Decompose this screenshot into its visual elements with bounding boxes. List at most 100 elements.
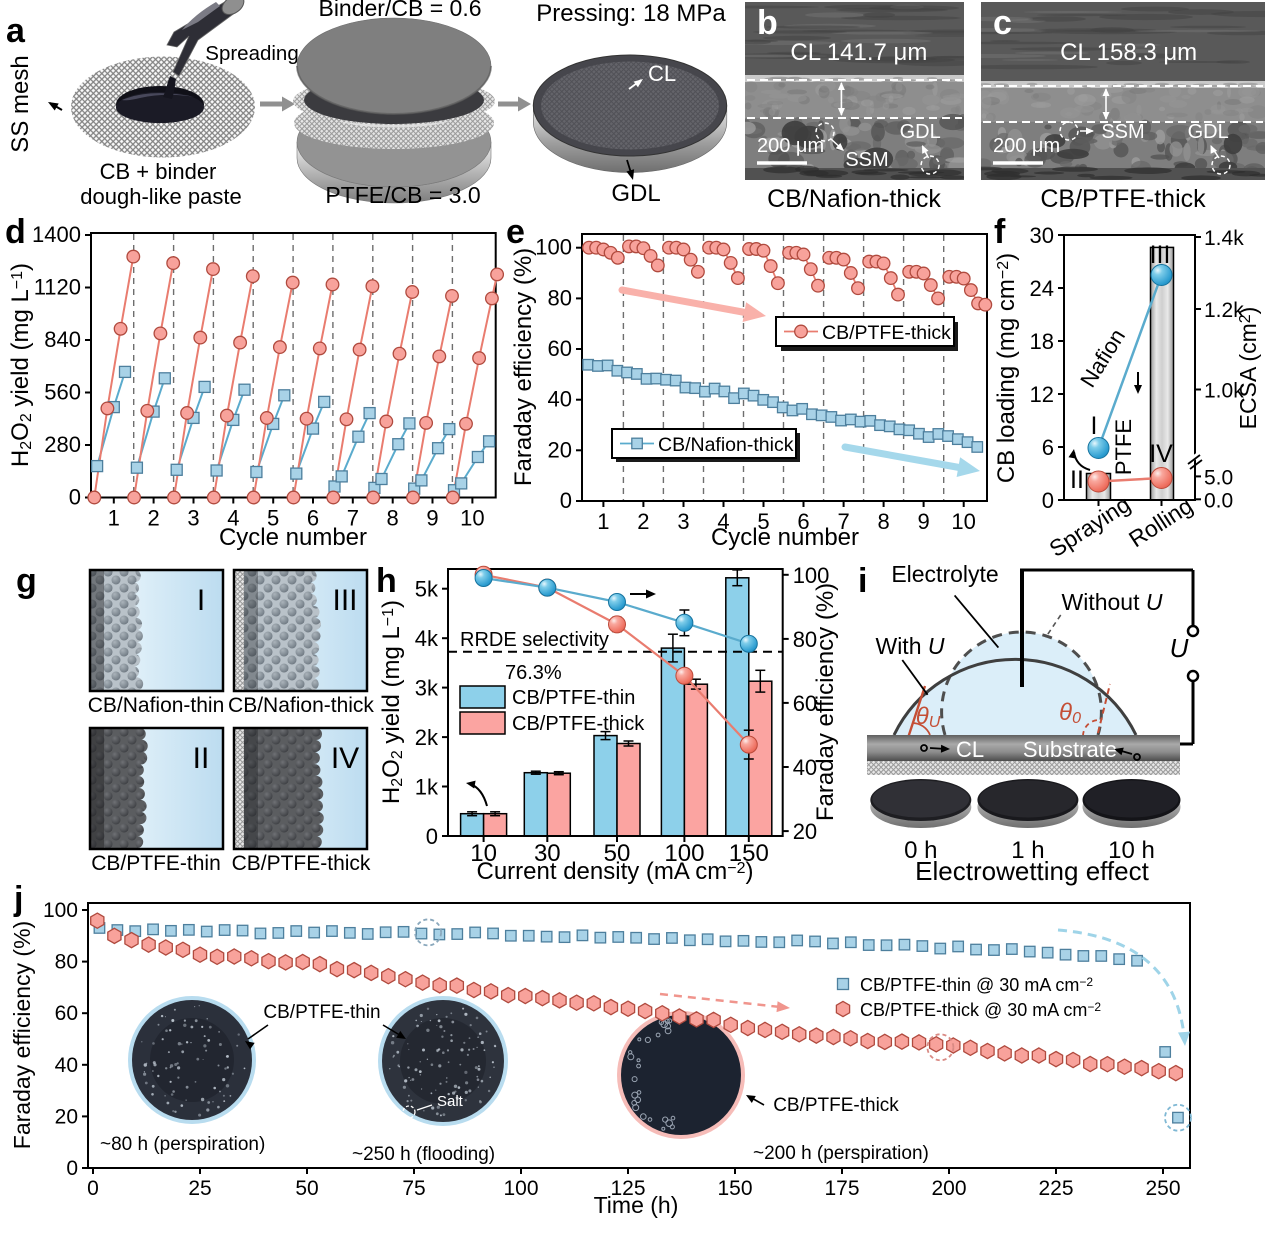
svg-text:CB/PTFE-thick: CB/PTFE-thick [232,852,371,875]
svg-text:Substrate: Substrate [1023,737,1117,762]
svg-text:CL: CL [956,737,984,762]
svg-text:dough-like paste: dough-like paste [80,184,241,209]
svg-text:a: a [6,12,26,50]
svg-text:Pressing: 18 MPa: Pressing: 18 MPa [536,0,726,27]
svg-text:280: 280 [44,432,81,457]
svg-text:SSM: SSM [1101,121,1144,143]
svg-text:CB/Nafion-thin: CB/Nafion-thin [88,694,225,717]
svg-text:CL: CL [648,61,676,86]
svg-text:CB/PTFE-thin: CB/PTFE-thin [91,852,221,875]
svg-text:H2O2 yield (mg L−1): H2O2 yield (mg L−1) [7,263,35,467]
svg-text:c: c [993,4,1012,42]
svg-text:j: j [13,880,23,918]
svg-text:12: 12 [1030,382,1054,407]
svg-text:1120: 1120 [34,275,81,300]
svg-text:24: 24 [1030,276,1054,301]
svg-text:i: i [858,562,867,600]
svg-text:PTFE: PTFE [1111,419,1136,475]
svg-text:200 μm: 200 μm [757,135,824,157]
svg-text:CB + binder: CB + binder [100,159,217,184]
svg-text:H2O2 yield (mg L−1): H2O2 yield (mg L−1) [378,600,406,804]
svg-text:76.3%: 76.3% [505,662,562,684]
svg-text:8: 8 [387,506,399,531]
svg-text:0: 0 [1042,488,1054,513]
svg-text:III: III [1150,241,1171,269]
svg-text:6: 6 [1042,435,1054,460]
svg-text:U: U [1170,633,1189,663]
svg-text:225: 225 [1038,1177,1073,1200]
svg-text:200: 200 [931,1177,966,1200]
svg-text:100: 100 [503,1177,538,1200]
svg-text:560: 560 [44,380,81,405]
svg-text:9: 9 [918,509,930,534]
svg-text:SS mesh: SS mesh [7,55,34,152]
svg-text:CB/PTFE-thin @ 30 mA cm−2: CB/PTFE-thin @ 30 mA cm−2 [860,975,1093,995]
svg-text:Spreading: Spreading [205,42,298,65]
svg-text:840: 840 [44,327,81,352]
svg-text:CB/Nafion-thick: CB/Nafion-thick [228,694,374,717]
svg-text:GDL: GDL [1188,121,1229,143]
svg-text:2: 2 [148,506,160,531]
svg-text:CB/PTFE-thick: CB/PTFE-thick [1040,185,1206,213]
svg-text:PTFE/CB = 3.0: PTFE/CB = 3.0 [325,182,480,208]
svg-text:8: 8 [877,509,889,534]
svg-text:SSM: SSM [845,149,888,171]
svg-text:4k: 4k [415,626,439,651]
svg-text:Time (h): Time (h) [594,1192,679,1218]
svg-text:Without U: Without U [1062,589,1163,615]
svg-text:1: 1 [108,506,120,531]
svg-text:~80 h (perspiration): ~80 h (perspiration) [100,1134,265,1155]
svg-text:Faraday efficiency (%): Faraday efficiency (%) [510,248,537,486]
svg-text:250: 250 [1145,1177,1180,1200]
svg-text:1.4k: 1.4k [1204,227,1244,250]
svg-text:20: 20 [548,437,572,462]
svg-text:Cycle number: Cycle number [711,524,859,551]
svg-text:f: f [994,213,1006,251]
svg-text:CB/PTFE-thin: CB/PTFE-thin [263,1002,380,1023]
svg-text:10: 10 [951,509,975,534]
svg-text:Binder/CB = 0.6: Binder/CB = 0.6 [318,0,481,21]
svg-text:CB/Nafion-thick: CB/Nafion-thick [658,434,794,456]
svg-text:2: 2 [637,509,649,534]
svg-text:40: 40 [548,387,572,412]
svg-text:CB/PTFE-thick @ 30 mA cm−2: CB/PTFE-thick @ 30 mA cm−2 [860,1000,1101,1020]
svg-text:I: I [1091,412,1098,440]
svg-text:0: 0 [87,1177,99,1200]
svg-text:Faraday efficiency (%): Faraday efficiency (%) [812,583,839,821]
svg-text:18: 18 [1030,329,1054,354]
svg-text:RRDE selectivity: RRDE selectivity [460,629,609,651]
svg-text:e: e [506,213,525,251]
svg-text:III: III [332,584,357,617]
svg-text:0: 0 [560,488,572,513]
svg-text:60: 60 [55,1002,78,1025]
svg-text:GDL: GDL [900,121,941,143]
svg-text:40: 40 [55,1054,78,1077]
svg-text:80: 80 [548,285,572,310]
svg-text:20: 20 [793,819,817,844]
svg-text:5k: 5k [415,577,439,602]
svg-text:1k: 1k [415,775,439,800]
svg-text:Current density (mA cm−2): Current density (mA cm−2) [477,858,754,885]
svg-text:~200 h (perspiration): ~200 h (perspiration) [753,1143,929,1164]
svg-text:30: 30 [1030,223,1054,248]
svg-text:d: d [5,213,26,251]
svg-text:CL 158.3 μm: CL 158.3 μm [1060,39,1197,66]
svg-text:1: 1 [597,509,609,534]
svg-text:With U: With U [875,633,944,659]
svg-text:60: 60 [548,336,572,361]
svg-text:9: 9 [426,506,438,531]
svg-text:100: 100 [43,899,78,922]
svg-text:0: 0 [69,485,81,510]
svg-text:Electrolyte: Electrolyte [891,561,998,587]
svg-text:CL 141.7 μm: CL 141.7 μm [790,39,927,66]
svg-text:Faraday efficiency (%): Faraday efficiency (%) [9,921,35,1149]
svg-text:20: 20 [55,1105,78,1128]
svg-text:IV: IV [1149,440,1173,468]
svg-text:CB/PTFE-thick: CB/PTFE-thick [822,322,951,344]
svg-text:0.0: 0.0 [1204,489,1233,512]
svg-text:GDL: GDL [611,180,660,207]
svg-text:80: 80 [55,951,78,974]
svg-text:CB/PTFE-thin: CB/PTFE-thin [512,687,635,709]
svg-text:1400: 1400 [32,222,81,247]
svg-text:~250 h (flooding): ~250 h (flooding) [352,1144,495,1165]
